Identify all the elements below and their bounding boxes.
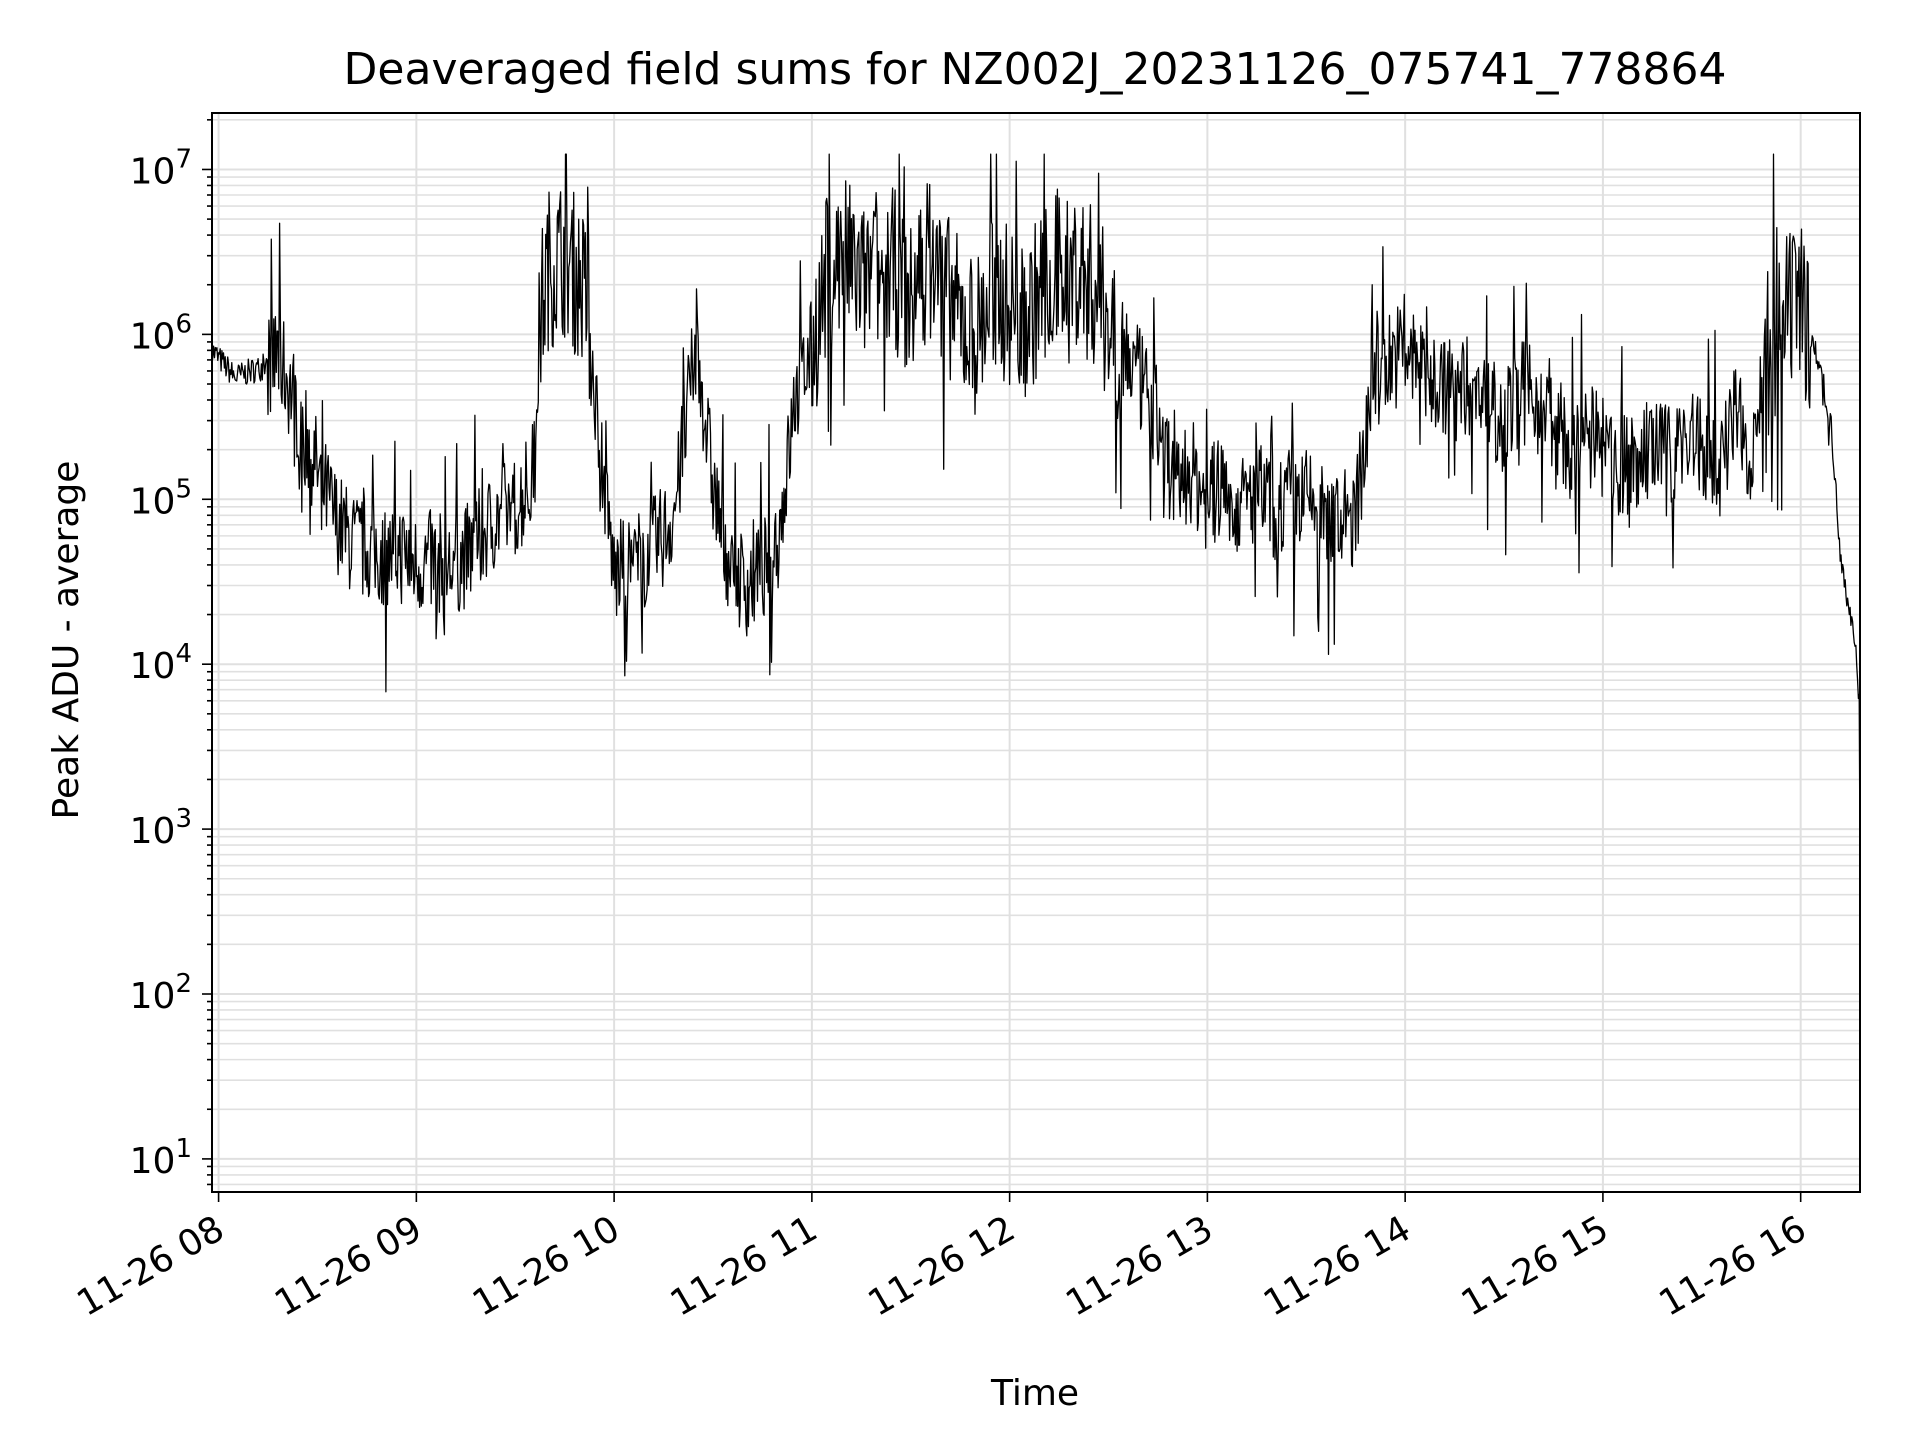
series-line-group — [211, 153, 1861, 866]
chart-title: Deaveraged field sums for NZ002J_2023112… — [344, 44, 1727, 95]
y-tick-label: 105 — [130, 474, 192, 522]
y-tick-label: 104 — [130, 639, 192, 687]
plot-frame — [211, 112, 1861, 1193]
y-tick-label: 106 — [130, 309, 192, 357]
y-tick-label: 103 — [130, 804, 192, 852]
series-line — [211, 153, 1861, 866]
grid-lines — [212, 113, 1860, 1192]
y-tick-label: 107 — [130, 144, 192, 192]
y-tick-label: 101 — [130, 1134, 192, 1182]
y-axis-label: Peak ADU - average — [46, 461, 87, 820]
y-tick-label: 102 — [130, 969, 192, 1017]
x-axis-label: Time — [990, 1373, 1079, 1414]
